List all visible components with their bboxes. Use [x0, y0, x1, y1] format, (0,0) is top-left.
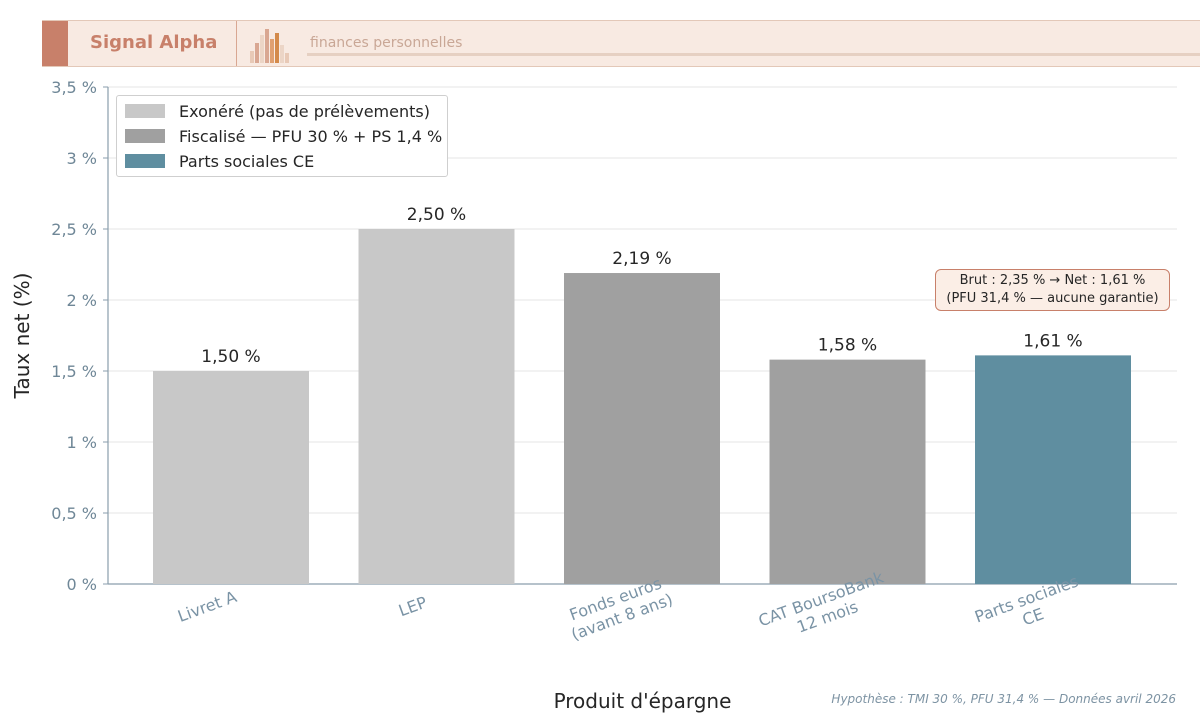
header-separator — [236, 21, 237, 66]
y-tick-label: 1,5 % — [51, 362, 97, 381]
legend-label-exonere: Exonéré (pas de prélèvements) — [179, 101, 430, 121]
bar — [564, 273, 720, 584]
annotation-line-2: (PFU 31,4 % — aucune garantie) — [946, 291, 1159, 306]
legend-label-parts-sociales: Parts sociales CE — [179, 151, 315, 171]
y-tick-label: 3 % — [67, 149, 97, 168]
legend-swatch-fiscalise — [125, 129, 165, 143]
x-axis-title: Produit d'épargne — [554, 689, 732, 713]
x-tick-label: Livret A — [175, 587, 239, 626]
bar — [153, 371, 309, 584]
bar-value-label: 1,58 % — [818, 336, 877, 356]
y-axis-title: Taux net (%) — [10, 273, 34, 400]
bar — [358, 229, 515, 584]
bar-value-label: 1,61 % — [1023, 331, 1082, 351]
footnote: Hypothèse : TMI 30 %, PFU 31,4 % — Donné… — [831, 692, 1176, 706]
header-accent-block — [42, 21, 68, 66]
header-banner: Signal Alpha finances personnelles — [42, 20, 1200, 67]
header-underline — [307, 53, 1200, 56]
y-tick-label: 0,5 % — [51, 504, 97, 523]
legend-item-fiscalise: Fiscalisé — PFU 30 % + PS 1,4 % — [125, 125, 442, 147]
y-tick-label: 1 % — [67, 433, 97, 452]
legend-item-parts-sociales: Parts sociales CE — [125, 150, 314, 172]
parts-sociales-annotation: Brut : 2,35 % → Net : 1,61 % (PFU 31,4 %… — [935, 269, 1170, 311]
y-tick-label: 3,5 % — [51, 78, 97, 97]
legend-swatch-exonere — [125, 104, 165, 118]
y-tick-label: 2 % — [67, 291, 97, 310]
bar-value-label: 1,50 % — [201, 347, 260, 367]
x-tick-label: LEP — [396, 593, 430, 621]
bar-value-label: 2,50 % — [407, 205, 466, 225]
y-tick-label: 2,5 % — [51, 220, 97, 239]
bar — [975, 355, 1131, 584]
brand-name: Signal Alpha — [90, 32, 218, 53]
bar — [769, 359, 926, 584]
legend-item-exonere: Exonéré (pas de prélèvements) — [125, 100, 430, 122]
bar-value-label: 2,19 % — [612, 249, 671, 269]
bar-chart-logo-icon — [250, 29, 289, 63]
chart-legend: Exonéré (pas de prélèvements) Fiscalisé … — [116, 95, 448, 177]
y-tick-label: 0 % — [67, 575, 97, 594]
legend-label-fiscalise: Fiscalisé — PFU 30 % + PS 1,4 % — [179, 126, 443, 146]
header-tagline: finances personnelles — [310, 35, 463, 51]
annotation-line-1: Brut : 2,35 % → Net : 1,61 % — [959, 273, 1146, 288]
legend-swatch-parts-sociales — [125, 154, 165, 168]
